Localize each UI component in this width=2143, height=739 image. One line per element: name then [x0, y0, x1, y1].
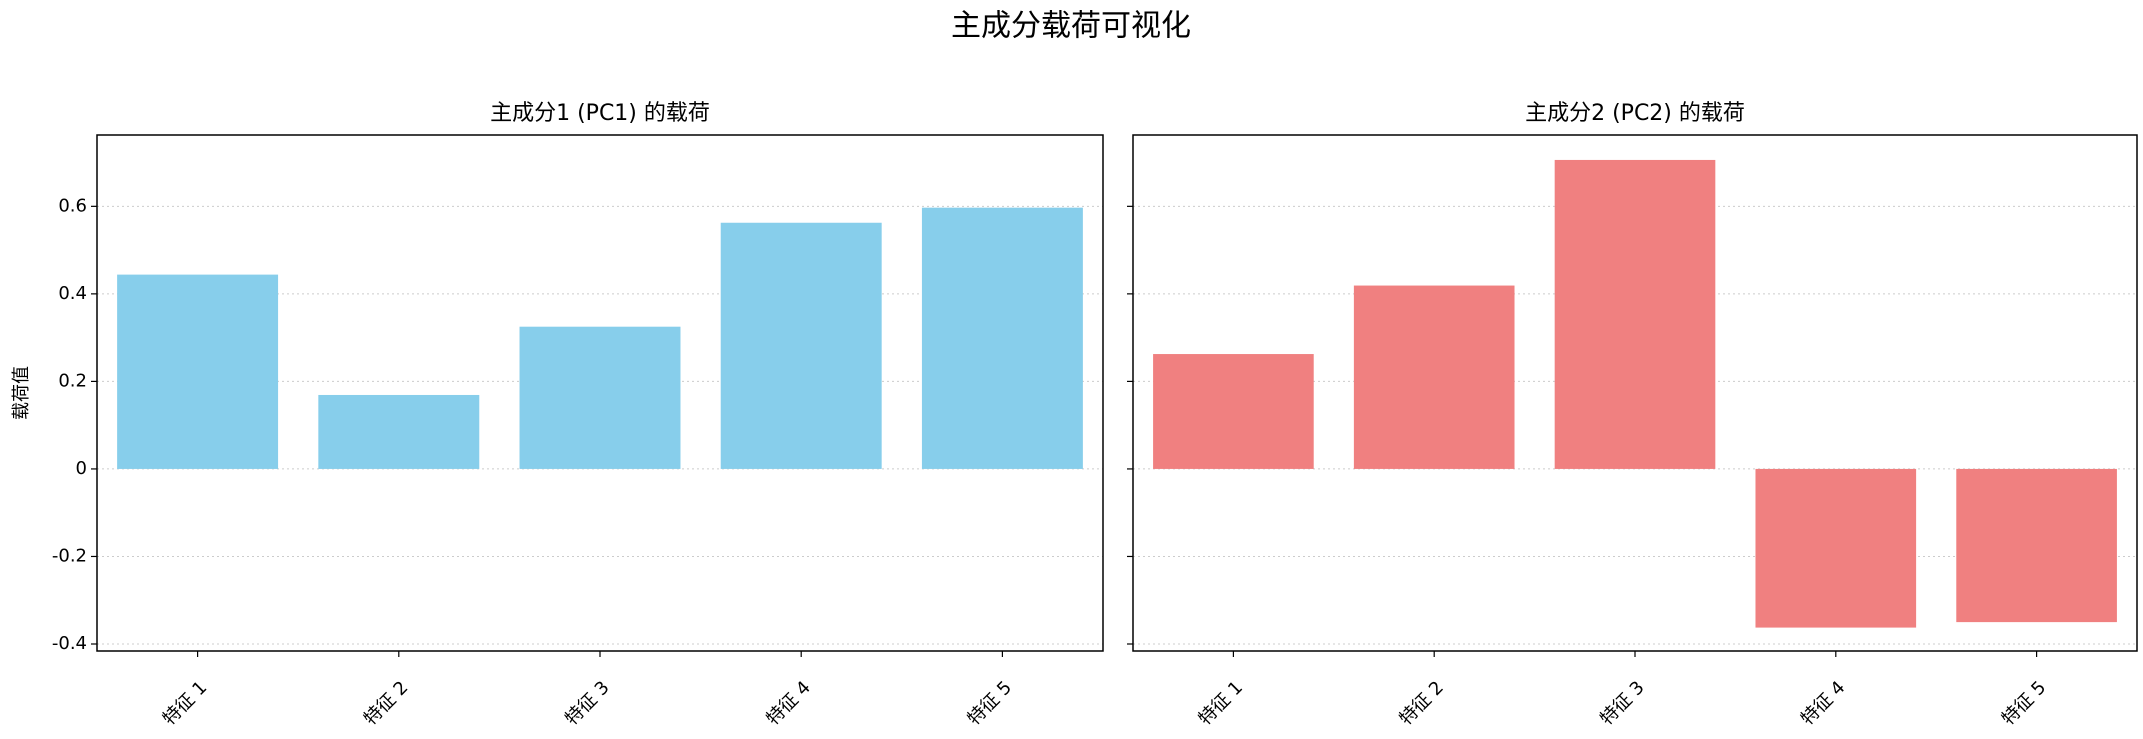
x-tick-label: 特征 5 [964, 677, 1016, 729]
x-tick-label: 特征 4 [762, 677, 814, 729]
figure-title: 主成分载荷可视化 [951, 9, 1191, 44]
bar [1956, 468, 2117, 623]
subplot-title: 主成分2 (PC2) 的载荷 [1525, 101, 1745, 126]
x-tick-label: 特征 4 [1797, 677, 1849, 729]
bar [519, 326, 681, 469]
y-tick-label: -0.4 [52, 633, 87, 654]
axes-frame [1132, 134, 2138, 652]
bar [921, 207, 1083, 469]
subplot-title: 主成分1 (PC1) 的载荷 [490, 101, 710, 126]
y-tick-label: 0.4 [58, 283, 87, 304]
x-tick-label: 特征 1 [1195, 677, 1247, 729]
bar [720, 222, 882, 469]
bar [1755, 468, 1917, 628]
x-tick-label: 特征 2 [1395, 677, 1447, 729]
y-axis-label: 载荷值 [11, 366, 32, 420]
y-tick-label: -0.2 [52, 545, 87, 566]
bar [1554, 159, 1716, 469]
bar [1153, 354, 1314, 469]
bar [117, 274, 279, 469]
x-tick-label: 特征 5 [1998, 677, 2050, 729]
x-tick-label: 特征 2 [360, 677, 412, 729]
x-tick-label: 特征 1 [159, 677, 211, 729]
y-tick-label: 0 [76, 458, 87, 479]
x-tick-label: 特征 3 [1596, 677, 1648, 729]
bar [318, 394, 480, 469]
axes-frame [96, 134, 1104, 652]
x-tick-label: 特征 3 [561, 677, 613, 729]
bar [1353, 285, 1515, 469]
y-tick-label: 0.2 [58, 370, 87, 391]
y-tick-label: 0.6 [58, 195, 87, 216]
